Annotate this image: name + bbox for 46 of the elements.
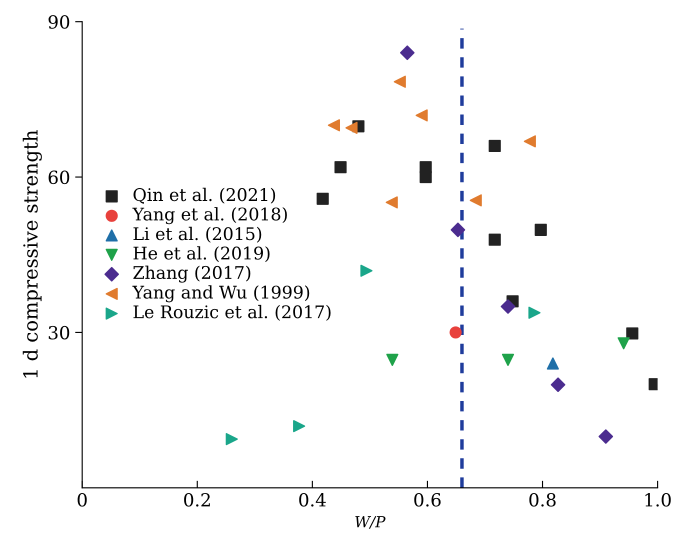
y-tick-label: 60 <box>48 170 70 184</box>
point <box>626 327 638 340</box>
point <box>360 264 373 277</box>
point <box>488 140 501 152</box>
point <box>345 122 358 134</box>
x-axis-title: W/P <box>355 516 386 529</box>
point <box>618 337 630 350</box>
point <box>386 196 398 209</box>
point <box>500 299 516 314</box>
legend-label: Le Rouzic et al. (2017) <box>134 304 331 321</box>
legend-label: Yang and Wu (1999) <box>132 285 310 302</box>
point <box>316 192 329 205</box>
point <box>386 354 398 366</box>
legend-label: Zhang (2017) <box>133 266 250 283</box>
x-tick-label: 0.2 <box>184 492 210 507</box>
point <box>450 326 462 338</box>
x-tick-label: 0 <box>78 492 87 507</box>
x-tick-label: 0.4 <box>299 492 326 507</box>
x-tick-label: 0.8 <box>529 492 556 507</box>
point <box>546 357 559 370</box>
point <box>534 224 547 236</box>
point <box>334 161 347 174</box>
point <box>488 234 501 246</box>
legend-label: Qin et al. (2021) <box>134 188 276 204</box>
legend-label: Yang et al. (2018) <box>132 207 287 224</box>
legend-label: Li et al. (2015) <box>134 226 262 243</box>
point <box>293 420 306 432</box>
point <box>598 429 614 444</box>
point <box>550 377 566 392</box>
point <box>226 433 238 446</box>
point <box>400 45 415 60</box>
y-axis-title: 1 d compressive strength <box>22 130 42 378</box>
point <box>502 354 514 366</box>
point <box>470 194 482 206</box>
point <box>450 222 466 238</box>
y-tick-label: 30 <box>48 326 70 340</box>
point <box>420 170 432 184</box>
x-tick-label: 0.6 <box>414 492 441 507</box>
point <box>416 109 428 122</box>
point <box>328 119 340 132</box>
point <box>524 135 536 148</box>
point <box>394 76 406 88</box>
point <box>528 306 541 319</box>
x-tick-label: 1.0 <box>645 492 671 507</box>
legend-label: He et al. (2019) <box>134 246 270 262</box>
y-tick-label: 90 <box>48 15 70 29</box>
